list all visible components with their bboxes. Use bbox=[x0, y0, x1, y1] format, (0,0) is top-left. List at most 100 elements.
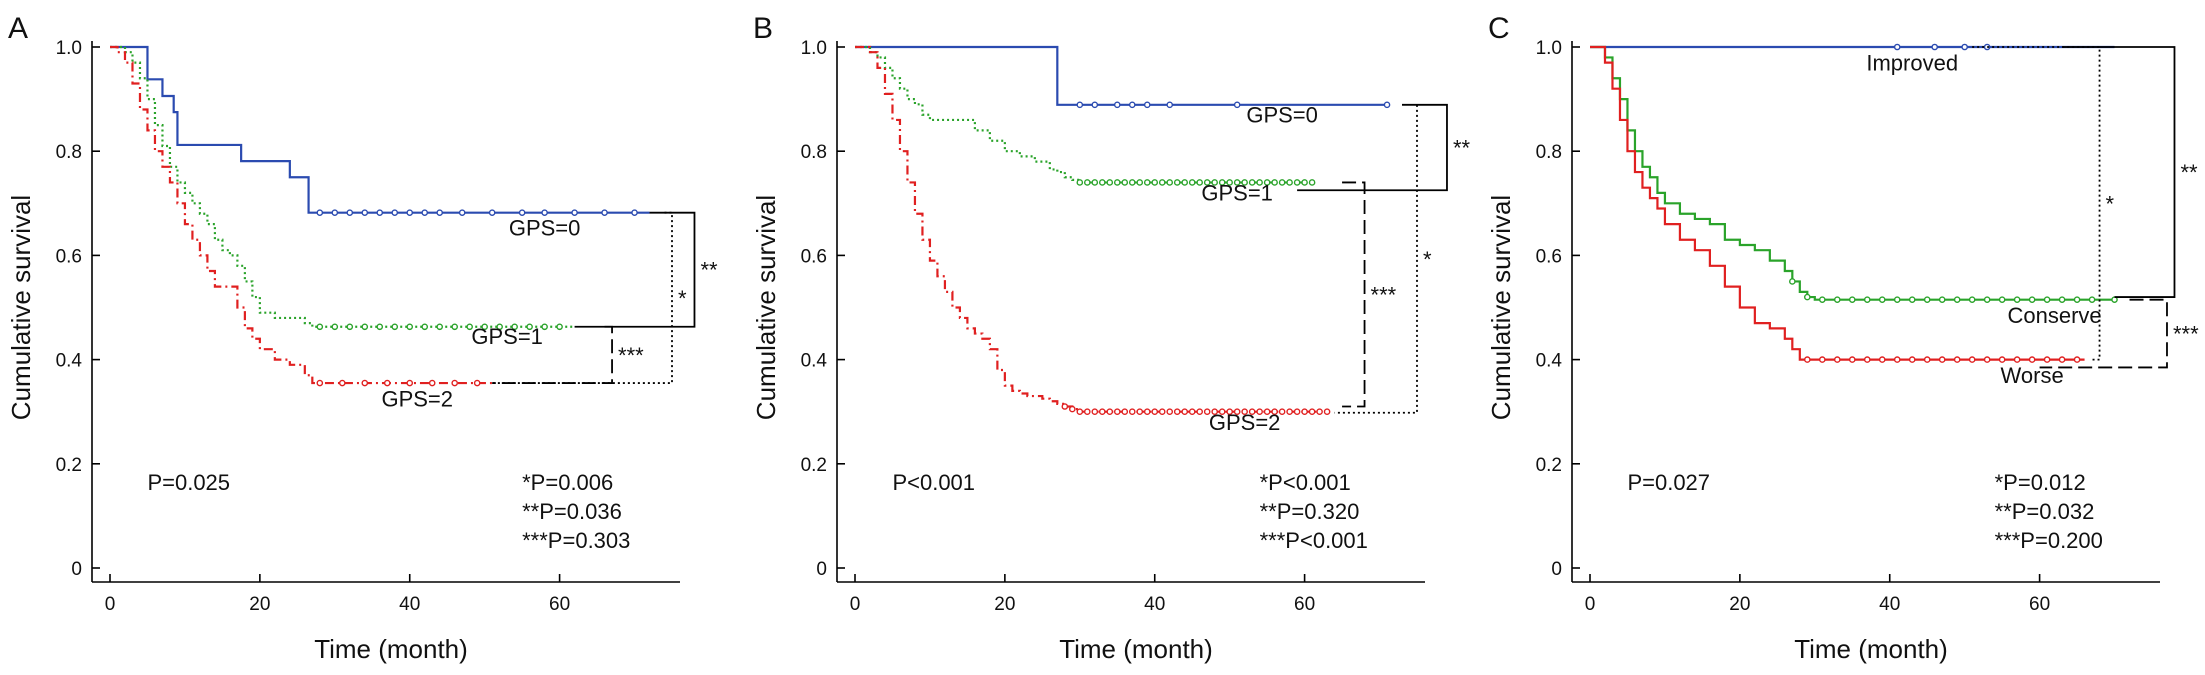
censor-mark bbox=[2013, 356, 2021, 363]
censor-mark bbox=[1256, 179, 1263, 186]
censor-mark bbox=[1923, 296, 1931, 303]
censor-mark bbox=[361, 323, 369, 331]
censor-mark bbox=[1848, 356, 1856, 363]
censor-mark bbox=[1128, 408, 1136, 416]
pairwise-p-value: ***P=0.303 bbox=[522, 528, 630, 553]
censor-mark bbox=[1181, 408, 1189, 416]
censor-mark bbox=[1383, 101, 1391, 109]
y-tick-label: 0 bbox=[816, 559, 827, 580]
x-tick-label: 60 bbox=[2029, 594, 2050, 615]
censor-mark bbox=[338, 379, 346, 387]
bracket-symbol: * bbox=[2106, 191, 2115, 216]
bracket-symbol: ** bbox=[2180, 160, 2198, 185]
censor-mark bbox=[1158, 408, 1166, 416]
censor-mark bbox=[1196, 408, 1203, 416]
censor-mark bbox=[541, 323, 548, 331]
censor-mark bbox=[458, 209, 466, 216]
comparison-bracket bbox=[1342, 181, 1366, 408]
censor-mark bbox=[1113, 101, 1121, 109]
censor-mark bbox=[1226, 179, 1233, 186]
censor-mark bbox=[331, 323, 339, 331]
y-tick-label: 0.4 bbox=[56, 351, 83, 372]
x-tick-label: 0 bbox=[105, 594, 116, 615]
censor-mark bbox=[556, 323, 563, 331]
censor-mark bbox=[518, 209, 526, 216]
censor-mark bbox=[526, 323, 533, 331]
censor-mark bbox=[1818, 356, 1826, 363]
censor-mark bbox=[1166, 408, 1174, 416]
censor-mark bbox=[1128, 101, 1136, 109]
comparison-bracket bbox=[2039, 298, 2168, 369]
censor-mark bbox=[1804, 293, 1811, 301]
censor-mark bbox=[1893, 356, 1901, 363]
censor-mark bbox=[1233, 179, 1241, 186]
censor-mark bbox=[1789, 278, 1796, 285]
censor-mark bbox=[1308, 408, 1316, 416]
censor-mark bbox=[421, 209, 429, 216]
censor-mark bbox=[1083, 408, 1091, 416]
series-line-gps-2 bbox=[855, 45, 1328, 413]
y-axis-title: Cumulative survival bbox=[1486, 195, 1516, 420]
censor-mark bbox=[1181, 179, 1189, 186]
x-tick-label: 60 bbox=[1294, 594, 1315, 615]
censor-mark bbox=[1083, 179, 1091, 186]
censor-mark bbox=[1076, 101, 1084, 109]
censor-mark bbox=[451, 379, 458, 387]
bracket-symbol: *** bbox=[2173, 322, 2199, 347]
censor-mark bbox=[1271, 179, 1278, 186]
censor-mark bbox=[1293, 179, 1301, 186]
censor-mark bbox=[1278, 179, 1286, 186]
censor-mark bbox=[1908, 296, 1916, 303]
x-tick-label: 40 bbox=[1879, 594, 1900, 615]
y-tick-label: 0.8 bbox=[56, 142, 82, 163]
pairwise-p-value: **P=0.036 bbox=[522, 499, 622, 524]
x-tick-label: 40 bbox=[1144, 594, 1165, 615]
censor-mark bbox=[1121, 179, 1129, 186]
censor-mark bbox=[1983, 356, 1991, 363]
censor-mark bbox=[541, 209, 548, 216]
curve-label: GPS=0 bbox=[509, 216, 581, 241]
censor-mark bbox=[1091, 179, 1099, 186]
censor-mark bbox=[2073, 296, 2081, 303]
censor-mark bbox=[1818, 296, 1826, 303]
censor-mark bbox=[1121, 408, 1129, 416]
y-tick-label: 1.0 bbox=[801, 38, 827, 59]
x-axis-title: Time (month) bbox=[1794, 634, 1948, 664]
censor-mark bbox=[1923, 356, 1931, 363]
censor-mark bbox=[1211, 179, 1218, 186]
censor-mark bbox=[421, 323, 429, 331]
censor-mark bbox=[1203, 408, 1211, 416]
panel-label: C bbox=[1488, 12, 1510, 45]
censor-mark bbox=[511, 323, 518, 331]
censor-mark bbox=[1908, 356, 1916, 363]
series-line-gps-0 bbox=[110, 45, 650, 214]
censor-mark bbox=[1998, 296, 2006, 303]
censor-mark bbox=[1301, 179, 1308, 186]
censor-mark bbox=[316, 323, 324, 331]
censor-mark bbox=[1241, 408, 1248, 416]
comparison-bracket bbox=[574, 211, 696, 328]
panel-label: B bbox=[753, 12, 773, 45]
censor-mark bbox=[1878, 356, 1886, 363]
curve-label: GPS=0 bbox=[1246, 103, 1318, 128]
y-tick-label: 1.0 bbox=[1536, 38, 1562, 59]
censor-mark bbox=[1278, 408, 1286, 416]
bracket-symbol: * bbox=[1423, 247, 1432, 272]
pairwise-p-value: *P<0.001 bbox=[1260, 470, 1351, 495]
pairwise-p-value: *P=0.012 bbox=[1995, 470, 2086, 495]
censor-mark bbox=[1953, 296, 1961, 303]
censor-mark bbox=[391, 209, 399, 216]
censor-mark bbox=[1938, 356, 1946, 363]
y-axis-title: Cumulative survival bbox=[751, 195, 781, 420]
censor-mark bbox=[436, 209, 444, 216]
censor-mark bbox=[1061, 403, 1069, 410]
censor-mark bbox=[361, 209, 369, 216]
censor-mark bbox=[571, 209, 578, 216]
x-tick-label: 0 bbox=[1585, 594, 1596, 615]
x-tick-label: 60 bbox=[549, 594, 570, 615]
censor-mark bbox=[1286, 179, 1293, 186]
censor-mark bbox=[1938, 296, 1946, 303]
censor-mark bbox=[376, 323, 384, 331]
censor-mark bbox=[1961, 43, 1968, 51]
series-line-conserve bbox=[1590, 45, 2115, 301]
